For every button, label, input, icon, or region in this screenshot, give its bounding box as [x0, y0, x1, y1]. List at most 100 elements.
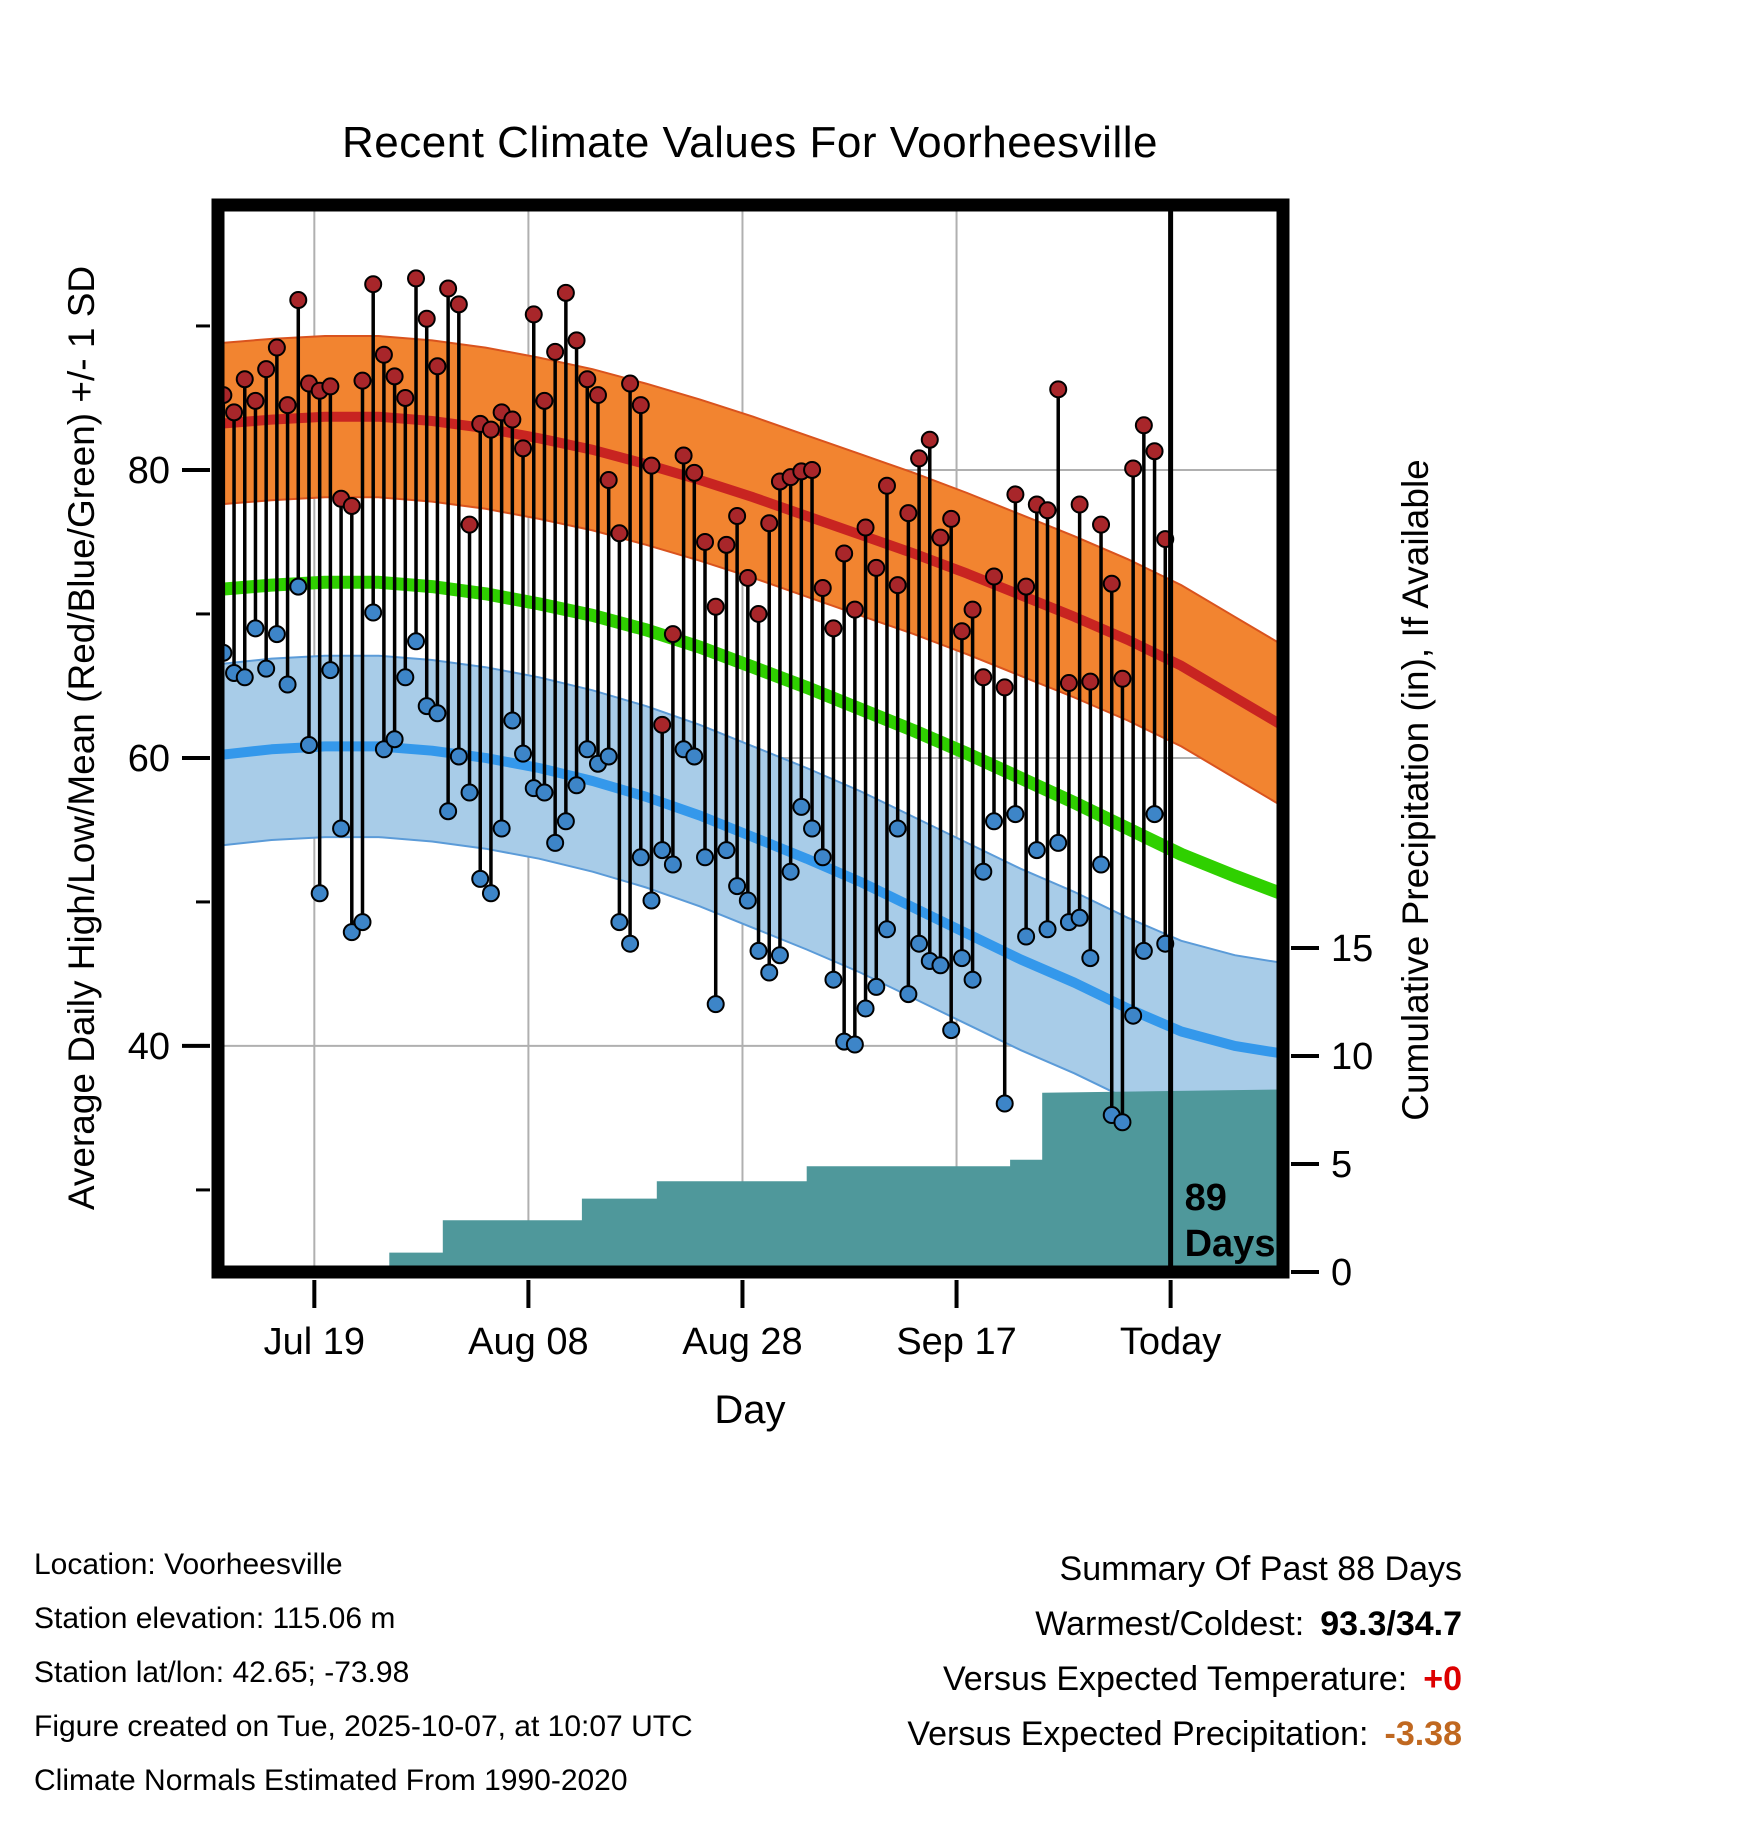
- daily-low-dot: [706, 995, 725, 1014]
- daily-low-dot: [781, 862, 800, 881]
- daily-low-dot: [332, 819, 351, 838]
- daily-high-dot: [653, 715, 672, 734]
- location-line: Location: Voorheesville: [34, 1548, 343, 1581]
- daily-high-dot: [267, 338, 286, 357]
- daily-high-dot: [631, 396, 650, 415]
- summary-title-text: Summary Of Past 88 Days: [1059, 1550, 1462, 1588]
- daily-high-dot: [460, 515, 479, 534]
- created-line: Figure created on Tue, 2025-10-07, at 10…: [34, 1710, 693, 1743]
- plot-border: [211, 198, 1290, 1279]
- daily-high-dot: [1145, 442, 1164, 461]
- latlon-line: Station lat/lon: 42.65; -73.98: [34, 1656, 410, 1689]
- daily-low-dot: [310, 884, 329, 903]
- daily-low-dot: [481, 884, 500, 903]
- daily-low-dot: [717, 841, 736, 860]
- daily-low-dot: [1081, 949, 1100, 968]
- daily-high-dot: [385, 367, 404, 386]
- daily-high-dot: [663, 625, 682, 644]
- daily-low-dot: [514, 744, 533, 763]
- daily-low-dot: [342, 923, 361, 942]
- daily-low-dot: [428, 704, 447, 723]
- daily-high-dot: [417, 309, 436, 328]
- daily-high-dot: [642, 456, 661, 475]
- daily-low-dot: [685, 747, 704, 766]
- daily-low-dot: [985, 812, 1004, 831]
- daily-low-dot: [653, 841, 672, 860]
- daily-low-dot: [460, 783, 479, 802]
- right-axis-tick-label: 5: [1331, 1144, 1352, 1186]
- daily-low-dot: [610, 913, 629, 932]
- daily-high-dot: [353, 371, 372, 390]
- daily-high-dot: [899, 504, 918, 523]
- daily-low-dot: [321, 661, 340, 680]
- left-axis-tick-label: 60: [128, 738, 170, 780]
- daily-high-dot: [877, 476, 896, 495]
- daily-high-dot: [524, 305, 543, 324]
- daily-low-dot: [621, 934, 640, 953]
- daily-high-dot: [503, 410, 522, 429]
- daily-high-dot: [963, 600, 982, 619]
- daily-high-dot: [278, 396, 297, 415]
- warmest-coldest-value: 93.3/34.7: [1320, 1605, 1462, 1643]
- daily-low-dot: [599, 747, 618, 766]
- daily-low-dot: [642, 891, 661, 910]
- daily-high-dot: [717, 535, 736, 554]
- daily-low-dot: [299, 735, 318, 754]
- daily-low-dot: [856, 999, 875, 1018]
- daily-high-dot: [396, 388, 415, 407]
- daily-high-dot: [1092, 515, 1111, 534]
- daily-low-dot: [974, 862, 993, 881]
- daily-high-dot: [225, 403, 244, 422]
- days-word-annotation: Days: [1185, 1223, 1276, 1265]
- daily-low-dot: [910, 934, 929, 953]
- daily-low-dot: [407, 632, 426, 651]
- daily-high-dot: [952, 622, 971, 641]
- daily-high-dot: [246, 391, 265, 410]
- daily-low-dot: [1049, 833, 1068, 852]
- daily-low-dot: [845, 1035, 864, 1054]
- daily-high-dot: [1059, 674, 1078, 693]
- vs-temp-label: Versus Expected Temperature:: [942, 1660, 1408, 1698]
- daily-high-dot: [407, 269, 426, 288]
- daily-high-dot: [728, 507, 747, 526]
- daily-high-dot: [1134, 416, 1153, 435]
- daily-high-dot: [1006, 485, 1025, 504]
- daily-low-dot: [289, 577, 308, 596]
- daily-low-dot: [995, 1094, 1014, 1113]
- daily-high-dot: [257, 360, 276, 379]
- normals-note-line: Climate Normals Estimated From 1990-2020: [34, 1764, 628, 1797]
- daily-high-dot: [910, 449, 929, 468]
- daily-low-dot: [1145, 805, 1164, 824]
- daily-low-dot: [278, 675, 297, 694]
- daily-high-dot: [888, 576, 907, 595]
- daily-high-dot: [567, 331, 586, 350]
- daily-high-dot: [824, 619, 843, 638]
- x-axis-tick-label: Sep 17: [896, 1321, 1016, 1363]
- daily-high-dot: [1102, 574, 1121, 593]
- daily-high-dot: [674, 446, 693, 465]
- daily-high-dot: [1017, 577, 1036, 596]
- daily-low-dot: [257, 659, 276, 678]
- daily-high-dot: [813, 579, 832, 598]
- daily-high-dot: [428, 357, 447, 376]
- daily-low-dot: [867, 977, 886, 996]
- daily-high-dot: [856, 518, 875, 537]
- daily-high-dot: [599, 471, 618, 490]
- daily-low-dot: [374, 740, 393, 759]
- daily-high-dot: [942, 509, 961, 528]
- daily-low-dot: [535, 783, 554, 802]
- daily-low-dot: [1038, 920, 1057, 939]
- days-count-annotation: 89: [1185, 1177, 1227, 1219]
- daily-low-dot: [1070, 908, 1089, 927]
- daily-low-dot: [353, 913, 372, 932]
- daily-low-dot: [888, 819, 907, 838]
- daily-high-dot: [803, 460, 822, 479]
- daily-high-dot: [931, 528, 950, 547]
- vs-precip-value: -3.38: [1384, 1715, 1463, 1753]
- cumulative-precip-area: [218, 1089, 1283, 1272]
- daily-high-dot: [920, 430, 939, 449]
- figure-metadata: Location: Voorheesville Station elevatio…: [34, 1538, 693, 1808]
- daily-low-dot: [246, 619, 265, 638]
- daily-high-dot: [1113, 669, 1132, 688]
- daily-high-dot: [621, 374, 640, 393]
